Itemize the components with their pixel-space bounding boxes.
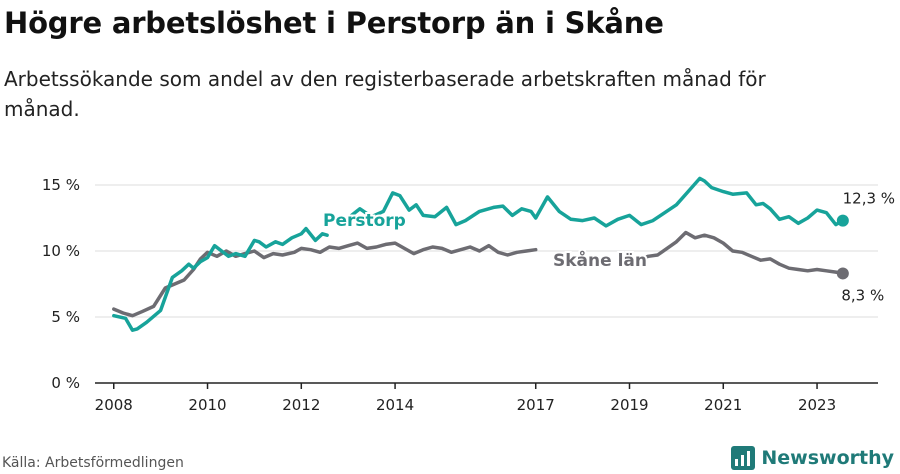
brand-name: Newsworthy (761, 447, 894, 469)
series-label-perstorp: Perstorp (323, 211, 406, 231)
x-tick-label: 2019 (610, 396, 648, 414)
perstorp-end-value: 12,3 % (843, 190, 895, 208)
series-line-perstorp (112, 176, 845, 332)
skane-end-value: 8,3 % (841, 286, 884, 304)
x-tick-label: 2010 (188, 396, 226, 414)
x-tick-label: 2023 (798, 396, 836, 414)
skane-end-point (836, 267, 849, 280)
y-tick-label: 0 % (51, 374, 80, 392)
series-label-skane: Skåne län (553, 249, 647, 271)
brand-logo: Newsworthy (731, 446, 894, 470)
chart-title: Högre arbetslöshet i Perstorp än i Skåne (4, 6, 664, 40)
x-tick-label: 2014 (376, 396, 414, 414)
newsworthy-logo-icon (731, 446, 756, 470)
x-tick-label: 2017 (517, 396, 555, 414)
y-tick-label: 15 % (42, 176, 80, 194)
y-tick-label: 5 % (51, 308, 80, 326)
x-tick-label: 2008 (95, 396, 133, 414)
perstorp-end-point (836, 214, 849, 227)
chart-subtitle: Arbetssökande som andel av den registerb… (4, 67, 766, 121)
x-tick-label: 2021 (704, 396, 742, 414)
x-tick-label: 2012 (282, 396, 320, 414)
y-tick-label: 10 % (42, 242, 80, 260)
series-line-skane (112, 230, 845, 318)
source-note: Källa: Arbetsförmedlingen (2, 455, 184, 471)
